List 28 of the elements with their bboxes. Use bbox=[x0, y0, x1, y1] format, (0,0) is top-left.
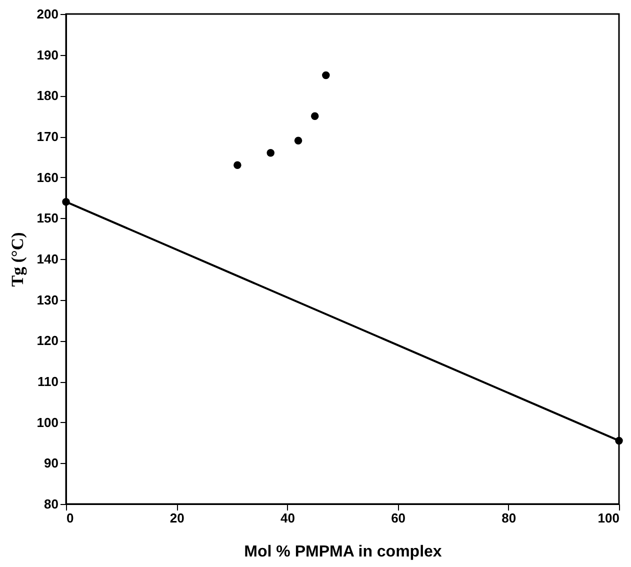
y-tick-label: 190 bbox=[36, 47, 58, 62]
y-tick-label: 160 bbox=[36, 170, 58, 185]
y-tick-label: 200 bbox=[36, 6, 58, 22]
y-axis-title: Tg (°C) bbox=[8, 232, 27, 287]
point bbox=[266, 148, 274, 157]
y-tick-label: 100 bbox=[36, 414, 58, 430]
x-tick-label: 60 bbox=[391, 510, 406, 526]
y-tick-label: 110 bbox=[38, 374, 58, 389]
x-tick-label: 80 bbox=[502, 510, 516, 526]
y-tick-label: 180 bbox=[36, 88, 58, 104]
point bbox=[310, 112, 319, 120]
x-axis-title: Mol % PMPMA in complex bbox=[244, 544, 442, 560]
y-tick-label: 170 bbox=[36, 129, 58, 144]
y-tick-label: 130 bbox=[36, 292, 58, 308]
y-tick-label: 150 bbox=[36, 210, 58, 226]
y-tick-label: 80 bbox=[44, 496, 58, 512]
point bbox=[615, 436, 623, 445]
x-tick-label: 40 bbox=[280, 510, 295, 526]
point bbox=[322, 71, 330, 80]
point bbox=[62, 198, 70, 206]
y-tick-label: 140 bbox=[36, 252, 58, 266]
x-tick-label: 0 bbox=[66, 510, 74, 526]
point bbox=[294, 136, 302, 144]
x-tick-label: 100 bbox=[598, 510, 620, 526]
point bbox=[234, 161, 242, 169]
x-tick-label: 20 bbox=[170, 510, 184, 526]
y-tick-label: 120 bbox=[36, 333, 58, 348]
y-tick-label: 90 bbox=[44, 456, 58, 471]
